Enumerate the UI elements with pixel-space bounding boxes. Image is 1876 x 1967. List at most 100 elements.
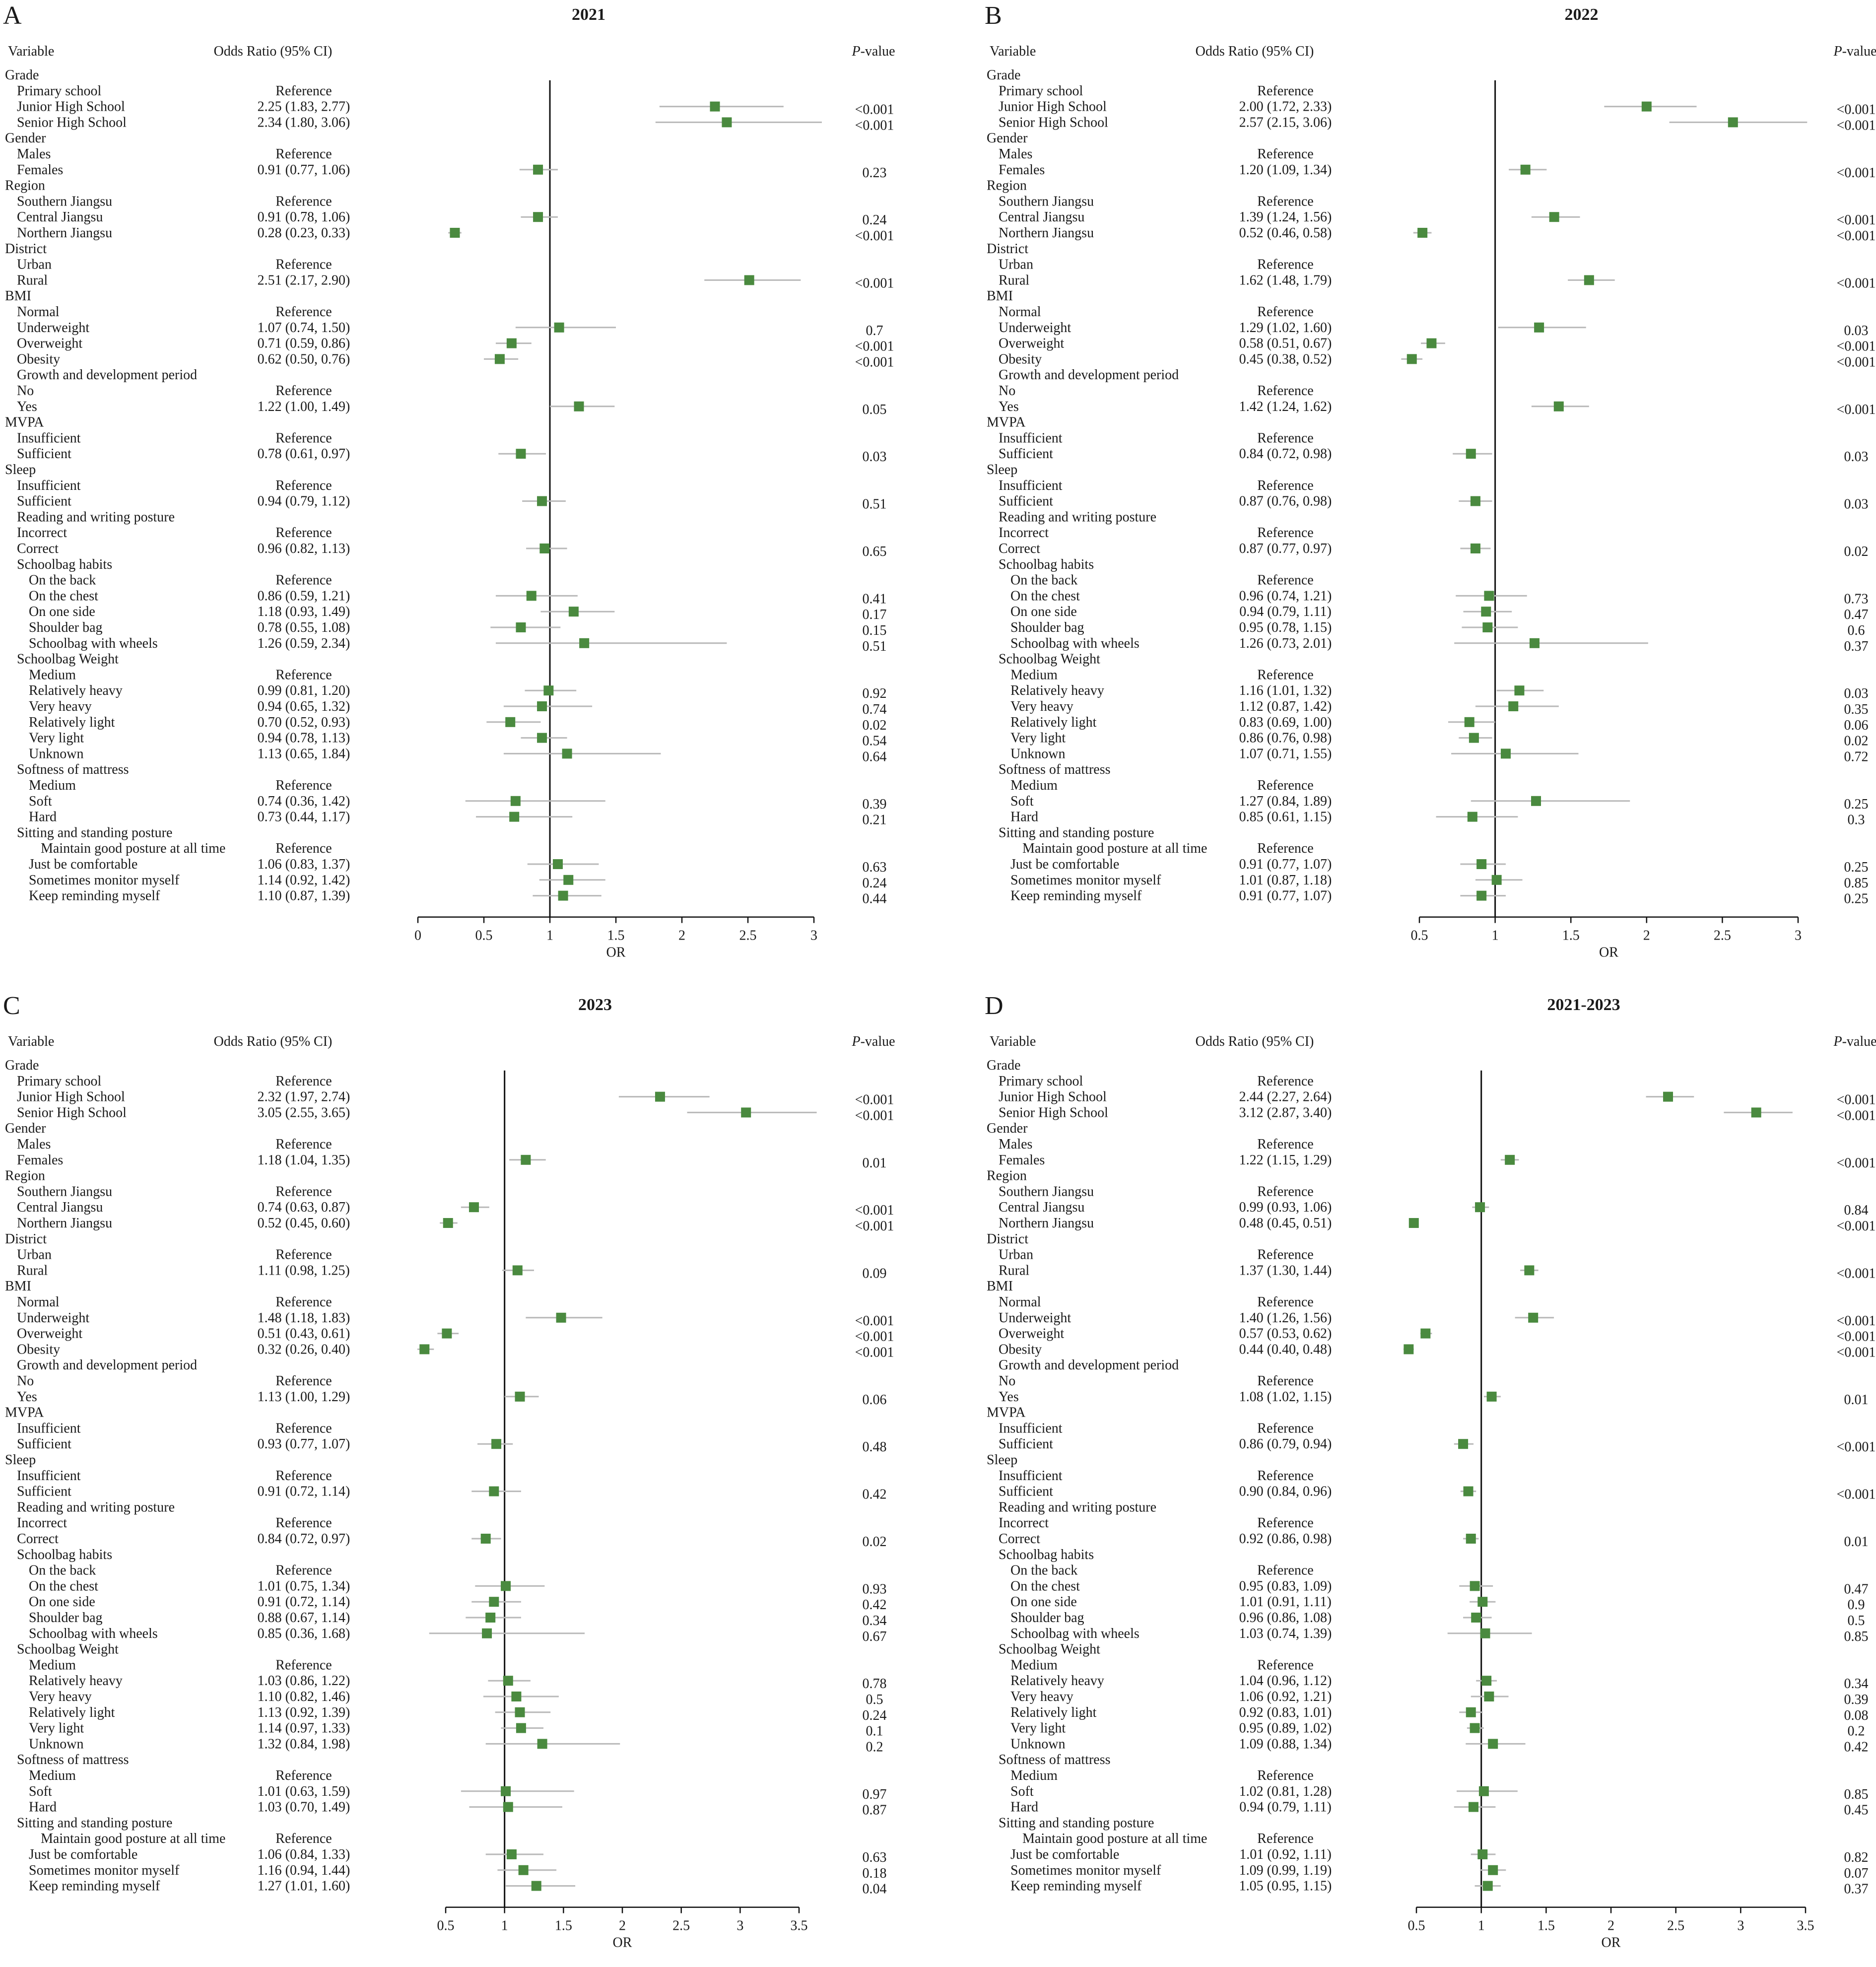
or-point bbox=[537, 733, 547, 743]
row-label: Region bbox=[5, 178, 45, 194]
row-odds-ratio: 0.92 (0.83, 1.01) bbox=[1239, 1705, 1332, 1720]
row-odds-ratio: Reference bbox=[275, 194, 332, 209]
x-tick-label: 1.5 bbox=[1538, 1918, 1555, 1934]
row-label: Sufficient bbox=[999, 494, 1053, 509]
or-point bbox=[568, 607, 579, 617]
x-tick-label: 1 bbox=[546, 928, 553, 944]
or-point bbox=[1584, 275, 1594, 285]
row-p-value: 0.54 bbox=[863, 734, 887, 749]
x-tick-label: 2.5 bbox=[672, 1918, 690, 1934]
row-odds-ratio: Reference bbox=[1257, 1768, 1313, 1783]
row-odds-ratio: 1.08 (1.02, 1.15) bbox=[1239, 1389, 1332, 1405]
row-p-value: 0.9 bbox=[1848, 1597, 1865, 1613]
row-label: Sitting and standing posture bbox=[999, 825, 1154, 840]
or-point bbox=[1470, 1581, 1480, 1591]
row-p-value: 0.09 bbox=[863, 1266, 887, 1281]
x-tick-label: 3 bbox=[1795, 928, 1802, 944]
row-label: Primary school bbox=[999, 1074, 1083, 1089]
x-tick-label: 1 bbox=[501, 1918, 508, 1934]
row-p-value: 0.39 bbox=[863, 797, 887, 812]
row-p-value: 0.35 bbox=[1844, 702, 1869, 717]
row-label: Medium bbox=[29, 667, 76, 682]
or-point bbox=[537, 496, 547, 506]
row-label: Schoolbag Weight bbox=[999, 1642, 1100, 1657]
row-label: Relatively light bbox=[29, 715, 115, 730]
row-label: Senior High School bbox=[17, 115, 127, 130]
row-label: Junior High School bbox=[17, 1089, 125, 1105]
x-tick-label: 2 bbox=[619, 1918, 626, 1934]
row-p-value: 0.64 bbox=[863, 749, 887, 764]
or-point bbox=[419, 1344, 430, 1355]
row-label: Females bbox=[17, 1153, 63, 1168]
or-point bbox=[512, 1265, 523, 1276]
or-point bbox=[511, 1692, 522, 1701]
row-label: Just be comfortable bbox=[29, 857, 137, 872]
row-p-value: <0.001 bbox=[855, 1329, 894, 1345]
row-label: Sometimes monitor myself bbox=[1010, 873, 1161, 888]
row-p-value: 0.08 bbox=[1844, 1708, 1869, 1723]
row-odds-ratio: 1.39 (1.24, 1.56) bbox=[1239, 209, 1332, 225]
row-odds-ratio: 1.13 (0.92, 1.39) bbox=[258, 1705, 350, 1720]
row-odds-ratio: 1.13 (1.00, 1.29) bbox=[258, 1389, 350, 1405]
row-label: Hard bbox=[1010, 1800, 1038, 1815]
row-odds-ratio: 0.85 (0.36, 1.68) bbox=[258, 1626, 350, 1641]
row-label: Maintain good posture at all time bbox=[41, 1831, 225, 1846]
row-odds-ratio: 1.06 (0.83, 1.37) bbox=[258, 857, 350, 872]
row-label: Schoolbag habits bbox=[17, 1547, 112, 1562]
row-p-value: <0.001 bbox=[1837, 228, 1876, 244]
or-point bbox=[1549, 212, 1559, 222]
row-odds-ratio: 1.03 (0.74, 1.39) bbox=[1239, 1626, 1332, 1641]
row-odds-ratio: Reference bbox=[275, 430, 332, 446]
row-label: Just be comfortable bbox=[1010, 857, 1119, 872]
row-p-value: 0.25 bbox=[1844, 891, 1869, 907]
row-label: Central Jiangsu bbox=[999, 1200, 1084, 1215]
row-label: Sufficient bbox=[999, 446, 1053, 462]
row-label: Females bbox=[999, 162, 1045, 178]
row-label: Maintain good posture at all time bbox=[1022, 1831, 1207, 1846]
row-odds-ratio: 2.44 (2.27, 2.64) bbox=[1239, 1089, 1332, 1105]
row-label: Schoolbag with wheels bbox=[1010, 636, 1139, 651]
row-odds-ratio: 1.18 (1.04, 1.35) bbox=[258, 1153, 350, 1168]
row-label: Very light bbox=[1010, 731, 1066, 746]
row-label: Soft bbox=[29, 794, 52, 809]
row-odds-ratio: Reference bbox=[1257, 1294, 1313, 1310]
row-p-value: <0.001 bbox=[1837, 1345, 1876, 1360]
row-p-value: 0.04 bbox=[863, 1882, 887, 1897]
row-label: Insufficient bbox=[17, 1468, 81, 1484]
row-label: Incorrect bbox=[999, 1515, 1049, 1531]
row-label: Sitting and standing posture bbox=[17, 825, 172, 840]
row-odds-ratio: Reference bbox=[1257, 383, 1313, 399]
x-tick-label: 1.5 bbox=[607, 928, 625, 944]
row-p-value: <0.001 bbox=[855, 118, 894, 133]
row-label: Region bbox=[987, 178, 1027, 194]
row-odds-ratio: 1.03 (0.86, 1.22) bbox=[258, 1673, 350, 1689]
row-label: Relatively light bbox=[29, 1705, 115, 1720]
row-p-value: <0.001 bbox=[1837, 1313, 1876, 1329]
row-odds-ratio: 1.09 (0.99, 1.19) bbox=[1239, 1863, 1332, 1878]
or-point bbox=[1482, 622, 1493, 632]
row-p-value: 0.2 bbox=[1848, 1724, 1865, 1739]
row-label: Sometimes monitor myself bbox=[29, 873, 180, 888]
row-odds-ratio: 0.96 (0.82, 1.13) bbox=[258, 541, 350, 556]
row-odds-ratio: 1.42 (1.24, 1.62) bbox=[1239, 399, 1332, 414]
row-odds-ratio: 1.27 (0.84, 1.89) bbox=[1239, 794, 1332, 809]
row-label: BMI bbox=[5, 1279, 31, 1294]
row-label: Schoolbag with wheels bbox=[29, 636, 158, 651]
row-odds-ratio: Reference bbox=[275, 1468, 332, 1484]
row-label: Insufficient bbox=[999, 478, 1063, 493]
row-odds-ratio: Reference bbox=[1257, 430, 1313, 446]
header-variable: Variable bbox=[8, 44, 54, 59]
or-point bbox=[1477, 1849, 1488, 1859]
row-label: Sometimes monitor myself bbox=[29, 1863, 180, 1878]
or-point bbox=[558, 890, 568, 901]
row-label: Sufficient bbox=[17, 494, 71, 509]
row-odds-ratio: 0.86 (0.79, 0.94) bbox=[1239, 1436, 1332, 1452]
row-p-value: <0.001 bbox=[855, 354, 894, 370]
row-label: Normal bbox=[17, 1294, 60, 1310]
row-label: Relatively heavy bbox=[1010, 683, 1104, 698]
row-p-value: 0.02 bbox=[863, 718, 887, 733]
row-odds-ratio: Reference bbox=[1257, 478, 1313, 493]
row-odds-ratio: 1.22 (1.00, 1.49) bbox=[258, 399, 350, 414]
row-p-value: 0.1 bbox=[866, 1724, 883, 1739]
or-point bbox=[1475, 1202, 1485, 1213]
